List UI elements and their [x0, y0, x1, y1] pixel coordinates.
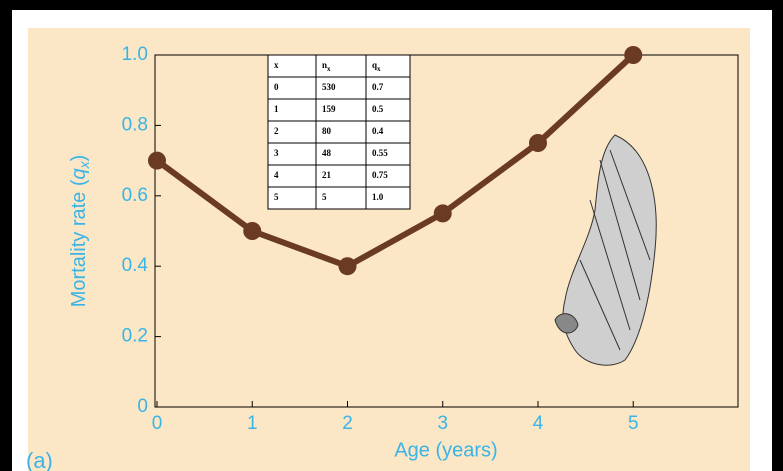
y-label-text: Mortality rate (	[68, 179, 90, 307]
table-cell: 48	[322, 148, 332, 158]
point	[529, 134, 547, 152]
table-cell: 21	[322, 170, 332, 180]
table-cell: 0.5	[372, 104, 384, 114]
x-tick-label: 3	[437, 413, 448, 434]
table-cell: 0	[274, 82, 279, 92]
table-cell: 0.4	[372, 126, 384, 136]
table-cell: 80	[322, 126, 332, 136]
y-tick-label: 0.6	[122, 185, 148, 206]
table-cell: 0.75	[372, 170, 388, 180]
x-tick-label: 5	[628, 413, 639, 434]
table-cell: 3	[274, 148, 279, 158]
y-tick-label: 0.2	[122, 326, 148, 347]
y-tick-label: 0.8	[122, 114, 148, 135]
y-tick-label: 0.4	[122, 255, 149, 276]
point	[148, 152, 166, 170]
table-cell: 1	[274, 104, 279, 114]
point	[338, 257, 356, 275]
table-bg	[268, 55, 410, 209]
point	[624, 46, 642, 64]
header-sub: x	[377, 65, 381, 73]
table-cell: 4	[274, 170, 279, 180]
x-tick-label: 1	[247, 413, 258, 434]
table-cell: 0.55	[372, 148, 388, 158]
table-cell: 2	[274, 126, 279, 136]
y-tick-label: 0	[137, 396, 148, 417]
y-axis-label: Mortality rate (qx)	[68, 155, 91, 308]
table-cell: 5	[274, 192, 279, 202]
table-cell: 5	[322, 192, 327, 202]
table-cell: 530	[322, 82, 336, 92]
chart: (a) Mortality rate (qx) Age (years) 00.2…	[0, 0, 783, 471]
y-label-close: )	[68, 155, 90, 162]
y-tick-label: 1.0	[122, 44, 148, 65]
table-header: x	[274, 60, 279, 70]
panel-label: (a)	[26, 448, 53, 471]
table-cell: 0.7	[372, 82, 384, 92]
table-cell: 159	[322, 104, 336, 114]
x-tick-label: 4	[533, 413, 544, 434]
point	[243, 222, 261, 240]
x-axis-label: Age (years)	[394, 439, 497, 461]
x-tick-label: 0	[152, 413, 163, 434]
point	[434, 204, 452, 222]
header-sub: x	[327, 65, 331, 73]
table-cell: 1.0	[372, 192, 384, 202]
x-tick-label: 2	[342, 413, 353, 434]
y-label-var: q	[68, 168, 90, 179]
